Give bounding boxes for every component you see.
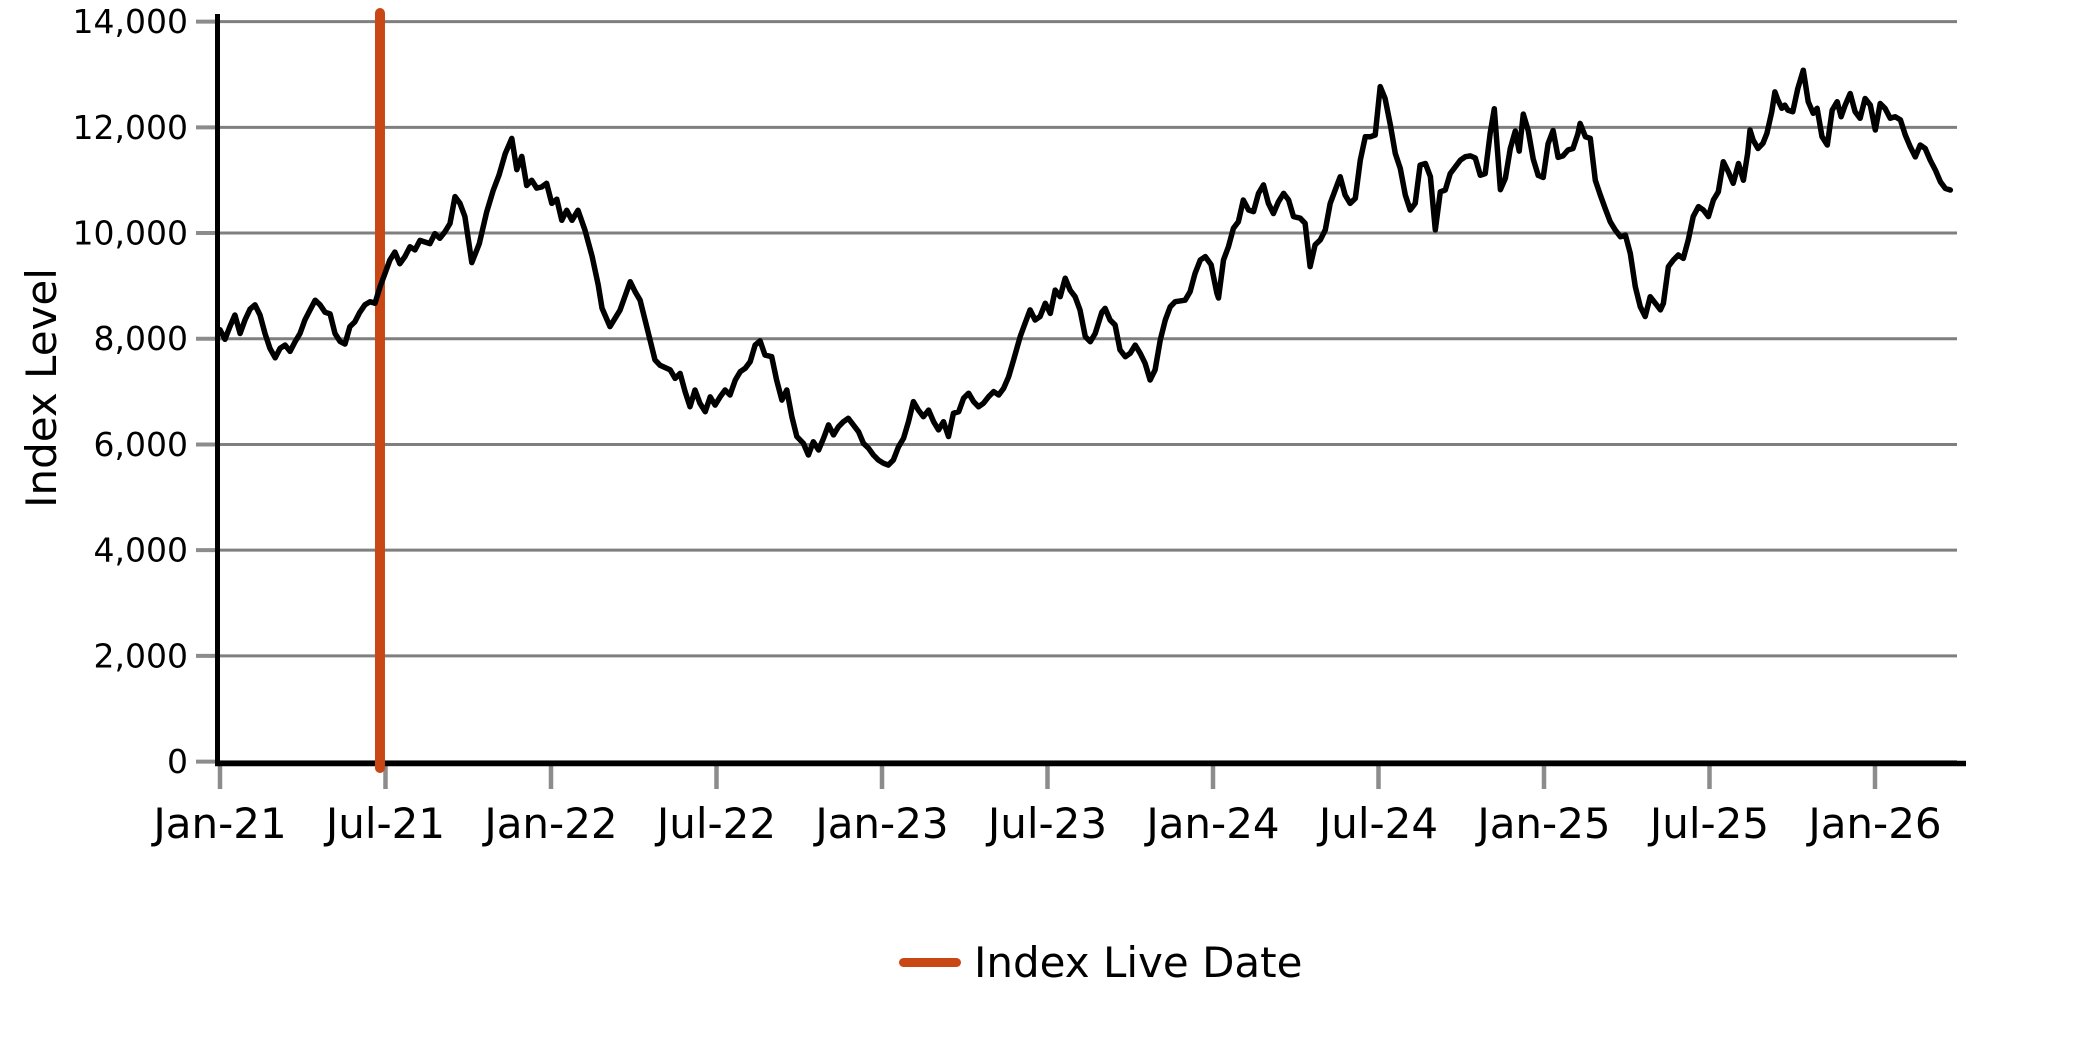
legend: Index Live Date — [899, 932, 1302, 992]
y-tick-label-2000: 2,000 — [94, 636, 188, 675]
x-tick-label-Jan-22: Jan-22 — [481, 799, 617, 848]
y-tick-label-8000: 8,000 — [94, 319, 188, 358]
axis-tick-labels: 0 2,000 4,000 6,000 8,000 10,000 12,000 14,000 J… — [73, 2, 1942, 848]
x-tick-label-Jan-24: Jan-24 — [1143, 799, 1279, 848]
series-line-index-level — [217, 67, 1954, 468]
x-tick-label-Jan-25: Jan-25 — [1474, 799, 1610, 848]
y-tick-label-14000: 14,000 — [73, 2, 188, 41]
x-tick-label-Jul-22: Jul-22 — [654, 799, 776, 848]
y-tick-label-12000: 12,000 — [73, 108, 188, 147]
x-tick-label-Jul-23: Jul-23 — [985, 799, 1107, 848]
axis-ticks — [196, 19, 1878, 789]
y-tick-label-6000: 6,000 — [94, 425, 188, 464]
axis-spines — [215, 14, 1966, 767]
index-level-series-layer — [217, 67, 1954, 468]
x-tick-label-Jul-25: Jul-25 — [1647, 799, 1769, 848]
x-tick-label-Jul-21: Jul-21 — [323, 799, 445, 848]
legend-line-swatch-index-live-date — [899, 957, 961, 967]
x-tick-label-Jan-23: Jan-23 — [812, 799, 948, 848]
y-axis-title: Index Level — [17, 268, 66, 508]
x-tick-label-Jul-24: Jul-24 — [1316, 799, 1438, 848]
gridlines — [218, 20, 1957, 764]
x-tick-label-Jan-26: Jan-26 — [1805, 799, 1941, 848]
legend-label-index-live-date: Index Live Date — [974, 937, 1303, 987]
y-tick-label-4000: 4,000 — [94, 531, 188, 570]
y-tick-label-10000: 10,000 — [73, 214, 188, 253]
y-tick-label-0: 0 — [167, 742, 188, 781]
x-tick-label-Jan-21: Jan-21 — [150, 799, 286, 848]
